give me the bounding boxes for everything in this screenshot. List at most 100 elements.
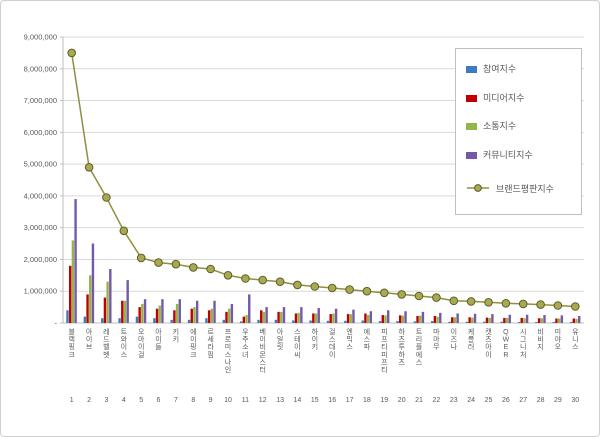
bar	[309, 320, 312, 323]
bar	[488, 317, 491, 323]
bar	[265, 307, 268, 323]
bar	[575, 318, 578, 323]
bar	[118, 318, 121, 323]
bar	[161, 299, 164, 323]
bar	[552, 322, 555, 323]
y-tick-label: 3,000,000	[24, 223, 57, 232]
rank-label: 10	[224, 397, 232, 404]
bar	[173, 310, 176, 323]
line-marker	[484, 298, 493, 307]
bar	[537, 318, 541, 323]
y-tick-label: 6,000,000	[24, 128, 57, 137]
line-marker	[362, 286, 372, 296]
rank-label: 25	[485, 397, 493, 404]
legend-entry-3: 커뮤니티지수	[466, 151, 577, 160]
line-marker	[432, 293, 441, 302]
bar	[135, 316, 139, 323]
bar	[555, 318, 558, 323]
rank-label: 3	[104, 397, 108, 404]
bar	[448, 321, 451, 323]
bar	[473, 313, 477, 323]
bar	[123, 300, 127, 323]
bar	[178, 299, 181, 323]
bar	[543, 315, 546, 323]
y-axis-labels: - 1,000,000 2,000,000 3,000,000 4,000,000 5,0…	[24, 33, 58, 328]
legend-entry-4: 브랜드평판지수	[466, 180, 577, 198]
rank-label: 20	[398, 397, 406, 404]
bar	[451, 317, 454, 323]
rank-label: 2	[87, 397, 91, 404]
bar	[126, 280, 129, 323]
line-markers	[67, 48, 580, 311]
bar	[213, 300, 216, 323]
bar	[419, 315, 422, 323]
bar	[207, 310, 211, 323]
bar	[222, 319, 225, 323]
rank-label: 28	[537, 397, 545, 404]
line-marker	[102, 193, 111, 202]
legend-entry-1: 미디어지수	[466, 93, 577, 103]
bar-series-커뮤니티지수	[74, 199, 581, 323]
x-axis-labels: 블 랙 핑 크 1 아 이 브 2 레 드 벨 벳 3 트 와 이 스 4 오 마 이 걸 5 아 이 들 6 키 키 7 에 이 핑 크 8 르 세 라 핌…	[68, 327, 579, 404]
bar	[312, 313, 315, 323]
bar	[86, 294, 89, 323]
y-tick-label: -	[55, 319, 58, 328]
bar	[369, 311, 373, 323]
rank-label: 27	[519, 397, 527, 404]
bar	[121, 300, 124, 323]
bar	[578, 316, 581, 323]
line-marker	[223, 271, 233, 280]
bar	[153, 318, 156, 323]
bar	[89, 275, 92, 323]
bar	[520, 317, 523, 323]
rank-label: 23	[450, 397, 458, 404]
bar	[155, 308, 159, 323]
legend-swatch-icon	[466, 152, 477, 160]
bar	[436, 316, 439, 323]
bar	[314, 313, 318, 323]
bar	[190, 308, 193, 323]
rank-label: 5	[139, 397, 143, 404]
bar	[329, 314, 332, 323]
rank-label: 21	[415, 397, 423, 404]
bar	[103, 297, 107, 323]
bar	[143, 299, 147, 323]
rank-label: 29	[554, 397, 562, 404]
bar	[195, 300, 199, 323]
bar	[91, 243, 95, 323]
bar	[230, 303, 234, 323]
line-marker	[397, 290, 407, 299]
bar	[334, 308, 338, 323]
rank-label: 18	[363, 397, 371, 404]
line-marker	[536, 300, 545, 309]
line-marker	[345, 285, 354, 294]
rank-label: 24	[467, 397, 475, 404]
bar	[346, 314, 350, 323]
legend-label: 참여지수	[483, 63, 517, 74]
bar	[332, 313, 335, 323]
line-marker	[449, 296, 459, 306]
bar	[170, 319, 173, 323]
line-marker	[466, 297, 476, 306]
bar	[210, 308, 214, 323]
line-marker	[241, 274, 250, 283]
bar	[456, 313, 459, 323]
bar	[109, 268, 112, 323]
line-marker	[119, 226, 129, 236]
legend-marker-dot	[474, 184, 482, 192]
